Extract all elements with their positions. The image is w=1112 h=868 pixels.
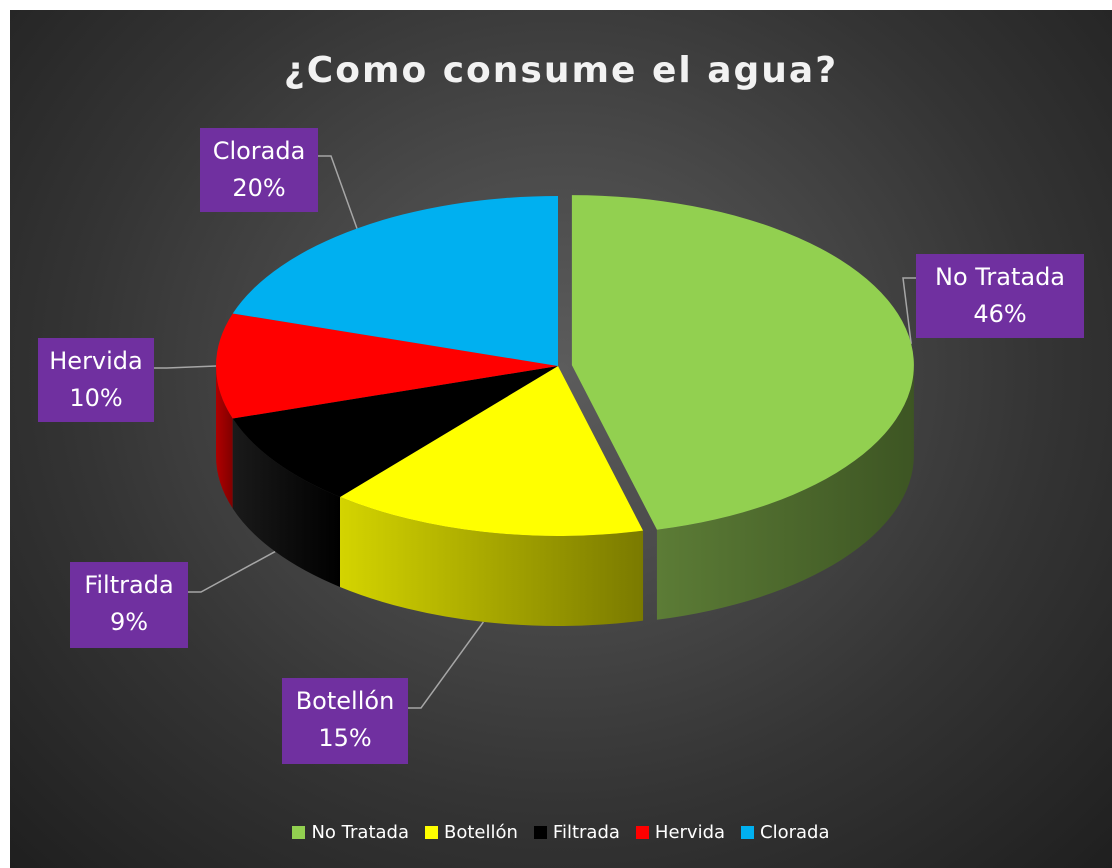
data-label-no-tratada-value: 46%: [973, 300, 1027, 328]
data-label-clorada: Clorada 20%: [200, 128, 318, 212]
data-label-no-tratada: No Tratada 46%: [916, 254, 1084, 338]
legend-label-clorada: Clorada: [760, 822, 830, 843]
leader-line-hervida: [154, 365, 217, 369]
legend-item-botellon: Botellón: [425, 822, 518, 843]
data-label-botellon: Botellón 15%: [282, 678, 408, 764]
data-label-filtrada-value: 9%: [109, 608, 149, 636]
leader-lines: [154, 155, 916, 709]
pie-slice-botellon: [340, 366, 644, 536]
chart-title: ¿Como consume el agua?: [283, 50, 839, 91]
chart-legend: No Tratada Botellón Filtrada Hervida Clo…: [10, 822, 1112, 843]
legend-swatch-filtrada: [533, 826, 547, 839]
legend-swatch-no-tratada: [292, 826, 306, 839]
pie-slice-hervida: [215, 313, 559, 419]
legend-swatch-botellon: [425, 826, 438, 839]
leader-line-filtrada: [188, 550, 276, 593]
pie-slice-filtrada: [232, 366, 558, 497]
data-label-hervida-name: Hervida: [49, 347, 143, 375]
pie-sides: [216, 365, 914, 626]
leader-line-no-tratada: [902, 277, 916, 344]
chart-area: ¿Como consume el agua? No Tratada 46%: [10, 10, 1112, 868]
legend-item-clorada: Clorada: [741, 822, 830, 843]
legend-label-filtrada: Filtrada: [552, 822, 620, 843]
data-label-filtrada: Filtrada 9%: [70, 562, 188, 648]
data-label-hervida: Hervida 10%: [38, 338, 154, 422]
data-label-clorada-name: Clorada: [212, 137, 306, 165]
pie-slice-side-hervida: [216, 366, 233, 509]
legend-swatch-clorada: [741, 826, 755, 839]
legend-item-filtrada: Filtrada: [533, 822, 620, 843]
legend-label-no-tratada: No Tratada: [311, 822, 409, 843]
pie-slice-side-no-tratada: [656, 365, 914, 620]
legend-label-botellon: Botellón: [444, 822, 518, 843]
legend-swatch-hervida: [635, 826, 649, 839]
pie-chart: [154, 155, 916, 709]
data-label-hervida-value: 10%: [69, 384, 123, 412]
leader-line-botellon: [408, 621, 485, 709]
pie-slice-clorada: [232, 196, 558, 366]
pie-slice-side-botellon: [340, 496, 644, 626]
pie-slice-side-filtrada: [232, 418, 341, 587]
pie-tops: [215, 195, 914, 536]
data-label-clorada-value: 20%: [232, 174, 286, 202]
leader-line-clorada: [318, 155, 358, 229]
data-label-botellon-name: Botellón: [295, 687, 395, 715]
data-label-filtrada-name: Filtrada: [84, 571, 174, 599]
legend-item-hervida: Hervida: [635, 822, 726, 843]
pie-slice-no-tratada: [571, 195, 914, 530]
legend-item-no-tratada: No Tratada: [292, 822, 409, 843]
data-label-no-tratada-name: No Tratada: [934, 263, 1066, 291]
legend-label-hervida: Hervida: [654, 822, 726, 843]
data-label-botellon-value: 15%: [318, 724, 372, 752]
